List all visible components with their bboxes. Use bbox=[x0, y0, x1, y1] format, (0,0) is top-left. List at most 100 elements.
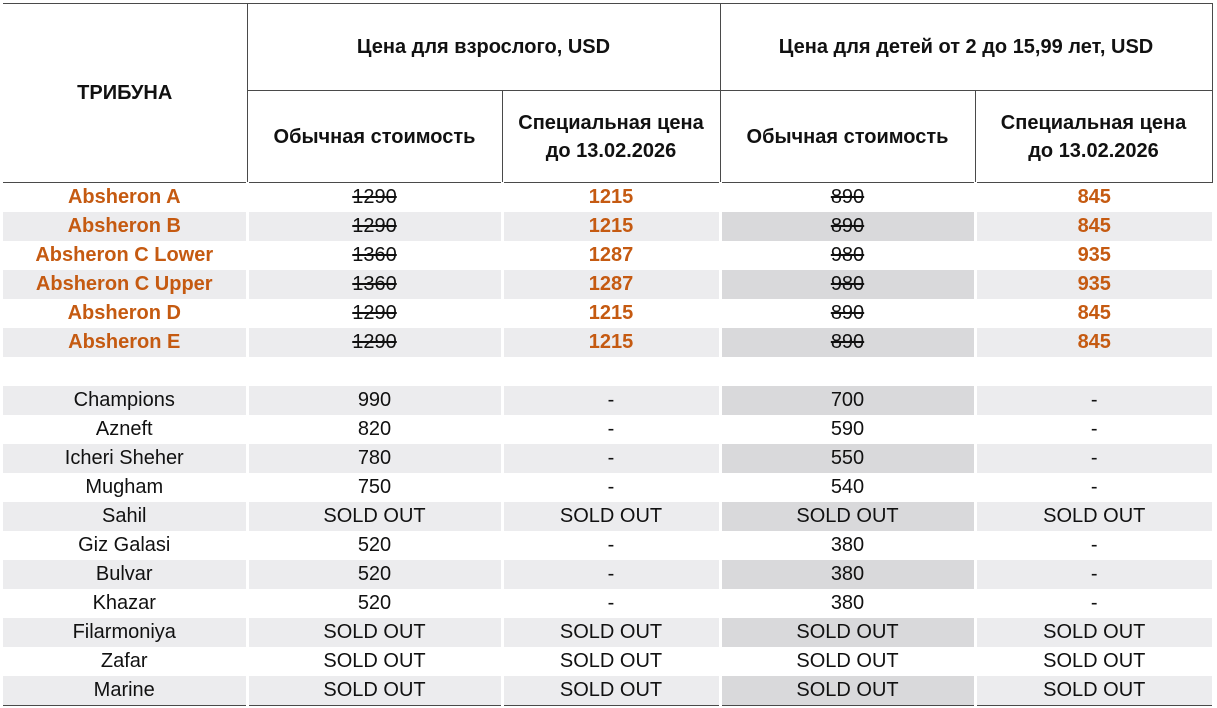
table-row: Bulvar 520 - 380 - bbox=[3, 560, 1213, 589]
empty-cell bbox=[718, 357, 975, 386]
child-special-price: 845 bbox=[973, 182, 1213, 212]
table-row: Absheron C Lower 1360 1287 980 935 bbox=[3, 241, 1213, 270]
child-regular-price: 890 bbox=[718, 182, 975, 212]
tribune-name: Bulvar bbox=[3, 560, 247, 589]
adult-regular-price: SOLD OUT bbox=[245, 676, 502, 706]
adult-regular-price: 1290 bbox=[245, 212, 502, 241]
adult-regular-price: 1360 bbox=[245, 241, 502, 270]
child-regular-price: 540 bbox=[718, 473, 975, 502]
child-regular-price: 380 bbox=[718, 531, 975, 560]
tribune-name: Filarmoniya bbox=[3, 618, 247, 647]
special-price-label: Специальная цена bbox=[518, 111, 704, 134]
child-special-price: - bbox=[973, 473, 1213, 502]
table-row: Giz Galasi 520 - 380 - bbox=[3, 531, 1213, 560]
adult-special-price: 1287 bbox=[500, 270, 720, 299]
table-body: Absheron A 1290 1215 890 845 Absheron B … bbox=[3, 182, 1213, 706]
adult-special-price: SOLD OUT bbox=[500, 676, 720, 706]
child-special-price: 935 bbox=[973, 241, 1213, 270]
tribune-name: Azneft bbox=[3, 415, 247, 444]
tribune-name: Zafar bbox=[3, 647, 247, 676]
adult-regular-price: 750 bbox=[245, 473, 502, 502]
child-regular-price: SOLD OUT bbox=[718, 676, 975, 706]
special-price-date: до 13.02.2026 bbox=[545, 139, 677, 162]
adult-special-price: - bbox=[500, 444, 720, 473]
empty-cell bbox=[245, 357, 502, 386]
table-row: Absheron D 1290 1215 890 845 bbox=[3, 299, 1213, 328]
tribune-name: Icheri Sheher bbox=[3, 444, 247, 473]
child-regular-price: 890 bbox=[718, 299, 975, 328]
child-regular-price: 590 bbox=[718, 415, 975, 444]
adult-regular-price: 780 bbox=[245, 444, 502, 473]
adult-special-price: - bbox=[500, 589, 720, 618]
adult-special-price-header: Специальная цена до 13.02.2026 bbox=[501, 90, 721, 183]
adult-regular-price: 1360 bbox=[245, 270, 502, 299]
adult-special-price: - bbox=[500, 473, 720, 502]
child-special-price: - bbox=[973, 386, 1213, 415]
tribune-column-header: ТРИБУНА bbox=[3, 3, 248, 183]
adult-special-price: - bbox=[500, 415, 720, 444]
child-regular-price: SOLD OUT bbox=[718, 647, 975, 676]
child-regular-price: 890 bbox=[718, 212, 975, 241]
adult-regular-price: 520 bbox=[245, 589, 502, 618]
child-regular-price: 980 bbox=[718, 241, 975, 270]
tribune-name: Absheron A bbox=[3, 182, 247, 212]
table-row: Champions 990 - 700 - bbox=[3, 386, 1213, 415]
adult-special-price: 1215 bbox=[500, 182, 720, 212]
tribune-name: Absheron E bbox=[3, 328, 247, 357]
child-special-price: - bbox=[973, 415, 1213, 444]
separator-row bbox=[3, 357, 1213, 386]
tribune-name: Sahil bbox=[3, 502, 247, 531]
adult-special-price: SOLD OUT bbox=[500, 618, 720, 647]
child-special-price: - bbox=[973, 560, 1213, 589]
special-price-date: до 13.02.2026 bbox=[1028, 139, 1159, 162]
tribune-name: Giz Galasi bbox=[3, 531, 247, 560]
table-row: Absheron A 1290 1215 890 845 bbox=[3, 182, 1213, 212]
price-table-container: ТРИБУНА Цена для взрослого, USD Цена для… bbox=[3, 3, 1213, 706]
adult-special-price: SOLD OUT bbox=[500, 502, 720, 531]
special-price-label: Специальная цена bbox=[1000, 111, 1187, 134]
tribune-name: Absheron C Upper bbox=[3, 270, 247, 299]
adult-special-price: 1215 bbox=[500, 299, 720, 328]
adult-special-price: - bbox=[500, 386, 720, 415]
table-row: Mugham 750 - 540 - bbox=[3, 473, 1213, 502]
child-special-price-header: Специальная цена до 13.02.2026 bbox=[974, 90, 1213, 183]
child-special-price: 845 bbox=[973, 212, 1213, 241]
tribune-name: Marine bbox=[3, 676, 247, 706]
child-special-price: 845 bbox=[973, 299, 1213, 328]
adult-regular-price: 1290 bbox=[245, 182, 502, 212]
child-price-group-header: Цена для детей от 2 до 15,99 лет, USD bbox=[719, 3, 1213, 91]
table-row: Khazar 520 - 380 - bbox=[3, 589, 1213, 618]
adult-special-price: SOLD OUT bbox=[500, 647, 720, 676]
adult-regular-price: SOLD OUT bbox=[245, 618, 502, 647]
tribune-name: Khazar bbox=[3, 589, 247, 618]
tribune-name: Absheron D bbox=[3, 299, 247, 328]
child-regular-price: SOLD OUT bbox=[718, 502, 975, 531]
table-header: ТРИБУНА Цена для взрослого, USD Цена для… bbox=[3, 3, 1213, 183]
child-special-price: - bbox=[973, 589, 1213, 618]
empty-cell bbox=[500, 357, 720, 386]
table-row: Zafar SOLD OUT SOLD OUT SOLD OUT SOLD OU… bbox=[3, 647, 1213, 676]
child-regular-price: 890 bbox=[718, 328, 975, 357]
adult-regular-price: SOLD OUT bbox=[245, 502, 502, 531]
child-regular-price: 380 bbox=[718, 560, 975, 589]
adult-regular-price: 990 bbox=[245, 386, 502, 415]
table-row: Azneft 820 - 590 - bbox=[3, 415, 1213, 444]
tribune-name: Mugham bbox=[3, 473, 247, 502]
table-row: Sahil SOLD OUT SOLD OUT SOLD OUT SOLD OU… bbox=[3, 502, 1213, 531]
adult-regular-price: 820 bbox=[245, 415, 502, 444]
child-special-price: - bbox=[973, 444, 1213, 473]
child-special-price: - bbox=[973, 531, 1213, 560]
empty-cell bbox=[3, 357, 247, 386]
child-regular-price: 550 bbox=[718, 444, 975, 473]
adult-special-price: 1215 bbox=[500, 328, 720, 357]
ticket-price-table: ТРИБУНА Цена для взрослого, USD Цена для… bbox=[3, 3, 1213, 706]
adult-regular-price: 1290 bbox=[245, 328, 502, 357]
table-row: Marine SOLD OUT SOLD OUT SOLD OUT SOLD O… bbox=[3, 676, 1213, 706]
adult-regular-price: 520 bbox=[245, 531, 502, 560]
adult-special-price: - bbox=[500, 560, 720, 589]
child-special-price: SOLD OUT bbox=[973, 676, 1213, 706]
adult-regular-price: 1290 bbox=[245, 299, 502, 328]
table-row: Filarmoniya SOLD OUT SOLD OUT SOLD OUT S… bbox=[3, 618, 1213, 647]
table-row: Absheron E 1290 1215 890 845 bbox=[3, 328, 1213, 357]
child-regular-price: SOLD OUT bbox=[718, 618, 975, 647]
